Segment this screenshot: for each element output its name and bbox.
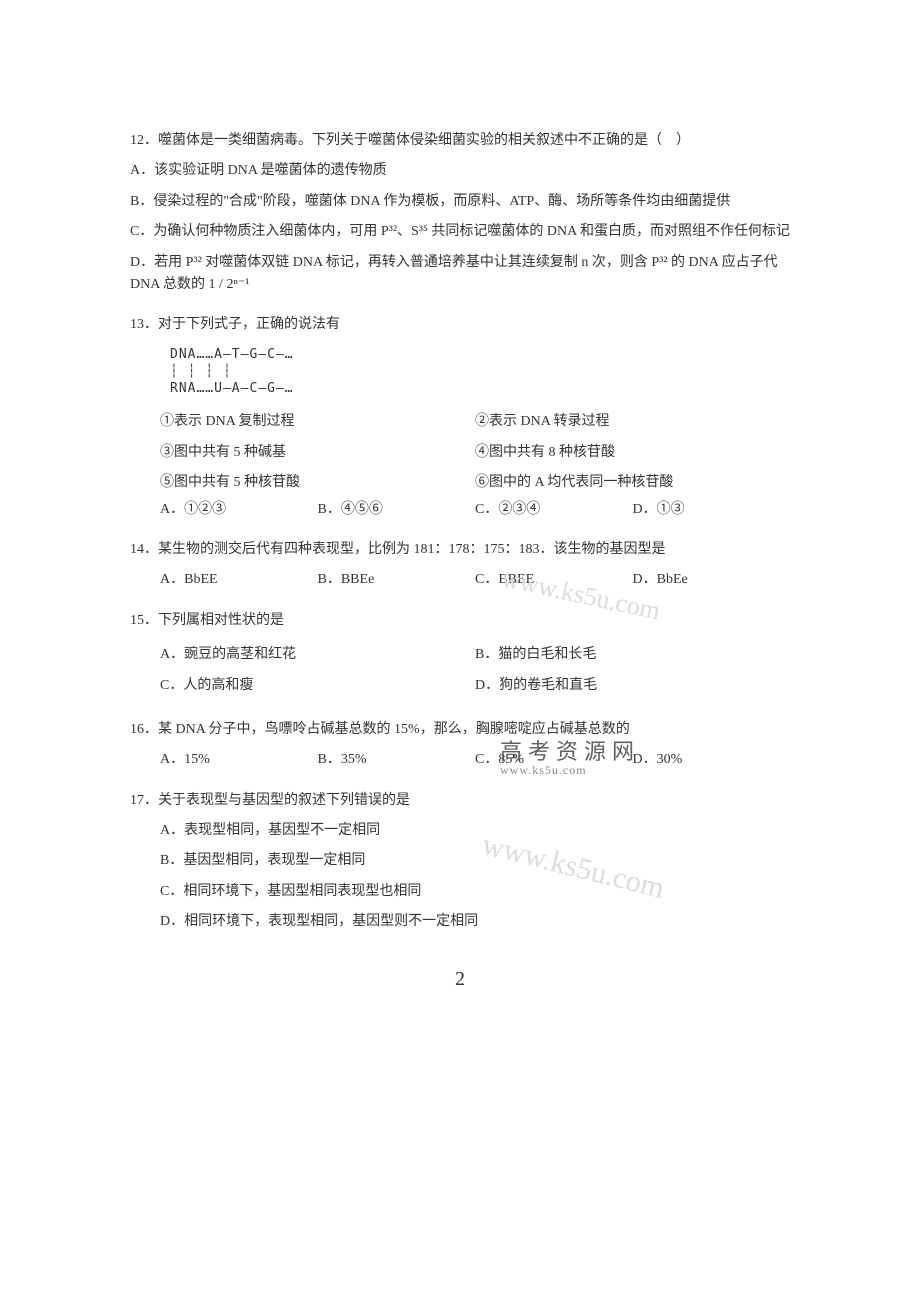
q13-statements-row-1: ①表示 DNA 复制过程 ②表示 DNA 转录过程 [130,407,790,437]
q14-option-b: B．BBEe [318,569,476,591]
q13-option-b: B．④⑤⑥ [318,499,476,521]
diagram-line-3: RNA……U—A—C—G—… [170,381,790,398]
q15-stem: 15．下列属相对性状的是 [130,610,790,632]
q16-option-a: A．15% [160,749,318,771]
q15-options-row-1: A．豌豆的高茎和红花 B．猫的白毛和长毛 [130,640,790,670]
q13-s2: ②表示 DNA 转录过程 [475,411,790,433]
q12-option-a: A．该实验证明 DNA 是噬菌体的遗传物质 [130,160,790,182]
question-14: 14．某生物的测交后代有四种表现型，比例为 181：178：175：183．该生… [130,539,790,592]
diagram-line-2: ┆ ┆ ┆ ┆ [170,364,790,381]
q12-option-d: D．若用 P³² 对噬菌体双链 DNA 标记，再转入普通培养基中让其连续复制 n… [130,252,790,297]
q13-s3: ③图中共有 5 种碱基 [160,442,475,464]
q15-option-a: A．豌豆的高茎和红花 [160,644,475,666]
q17-option-a: A．表现型相同，基因型不一定相同 [130,820,790,842]
q13-option-a: A．①②③ [160,499,318,521]
question-13: 13．对于下列式子，正确的说法有 DNA……A—T—G—C—… ┆ ┆ ┆ ┆ … [130,314,790,521]
q13-statements-row-2: ③图中共有 5 种碱基 ④图中共有 8 种核苷酸 [130,438,790,468]
q13-s5: ⑤图中共有 5 种核苷酸 [160,472,475,494]
q17-option-b: B．基因型相同，表现型一定相同 [130,850,790,872]
q12-option-d-text: D．若用 P³² 对噬菌体双链 DNA 标记，再转入普通培养基中让其连续复制 n… [130,255,778,292]
q15-options-row-2: C．人的高和瘦 D．狗的卷毛和直毛 [130,671,790,701]
q15-option-c: C．人的高和瘦 [160,675,475,697]
q16-option-b: B．35% [318,749,476,771]
diagram-line-1: DNA……A—T—G—C—… [170,347,790,364]
q14-stem: 14．某生物的测交后代有四种表现型，比例为 181：178：175：183．该生… [130,539,790,561]
q13-diagram: DNA……A—T—G—C—… ┆ ┆ ┆ ┆ RNA……U—A—C—G—… [170,347,790,398]
q14-options: A．BbEE B．BBEe C．BBEE D．BbEe [130,569,790,591]
q13-options: A．①②③ B．④⑤⑥ C．②③④ D．①③ [130,499,790,521]
q14-option-a: A．BbEE [160,569,318,591]
exam-page: 12．噬菌体是一类细菌病毒。下列关于噬菌体侵染细菌实验的相关叙述中不正确的是（ … [130,130,790,952]
q16-option-d: D．30% [633,749,791,771]
q13-statements-row-3: ⑤图中共有 5 种核苷酸 ⑥图中的 A 均代表同一种核苷酸 [130,468,790,498]
q12-stem: 12．噬菌体是一类细菌病毒。下列关于噬菌体侵染细菌实验的相关叙述中不正确的是（ … [130,130,790,152]
q15-option-b: B．猫的白毛和长毛 [475,644,790,666]
q16-stem: 16．某 DNA 分子中，鸟嘌呤占碱基总数的 15%，那么，胸腺嘧啶应占碱基总数… [130,719,790,741]
q16-options: A．15% B．35% C．85% D．30% [130,749,790,771]
q12-option-c: C．为确认何种物质注入细菌体内，可用 P³²、S³⁵ 共同标记噬菌体的 DNA … [130,221,790,243]
q17-stem: 17．关于表现型与基因型的叙述下列错误的是 [130,790,790,812]
q15-option-d: D．狗的卷毛和直毛 [475,675,790,697]
q13-s4: ④图中共有 8 种核苷酸 [475,442,790,464]
question-17: 17．关于表现型与基因型的叙述下列错误的是 A．表现型相同，基因型不一定相同 B… [130,790,790,934]
q12-option-b: B．侵染过程的"合成"阶段，噬菌体 DNA 作为模板，而原料、ATP、酶、场所等… [130,191,790,213]
page-number: 2 [455,968,465,991]
q13-stem: 13．对于下列式子，正确的说法有 [130,314,790,336]
q13-stem-text: 13．对于下列式子，正确的说法有 [130,317,340,332]
q12-option-b-text: B．侵染过程的"合成"阶段，噬菌体 DNA 作为模板，而原料、ATP、酶、场所等… [130,194,730,209]
q17-option-c: C．相同环境下，基因型相同表现型也相同 [130,881,790,903]
q14-option-c: C．BBEE [475,569,633,591]
q13-option-c: C．②③④ [475,499,633,521]
q17-option-d: D．相同环境下，表现型相同，基因型则不一定相同 [130,911,790,933]
q12-option-c-text: C．为确认何种物质注入细菌体内，可用 P³²、S³⁵ 共同标记噬菌体的 DNA … [130,224,790,239]
question-15: 15．下列属相对性状的是 A．豌豆的高茎和红花 B．猫的白毛和长毛 C．人的高和… [130,610,790,701]
question-16: 16．某 DNA 分子中，鸟嘌呤占碱基总数的 15%，那么，胸腺嘧啶应占碱基总数… [130,719,790,772]
q13-s1: ①表示 DNA 复制过程 [160,411,475,433]
q16-option-c: C．85% [475,749,633,771]
q13-s6: ⑥图中的 A 均代表同一种核苷酸 [475,472,790,494]
question-12: 12．噬菌体是一类细菌病毒。下列关于噬菌体侵染细菌实验的相关叙述中不正确的是（ … [130,130,790,296]
q14-option-d: D．BbEe [633,569,791,591]
q13-option-d: D．①③ [633,499,791,521]
